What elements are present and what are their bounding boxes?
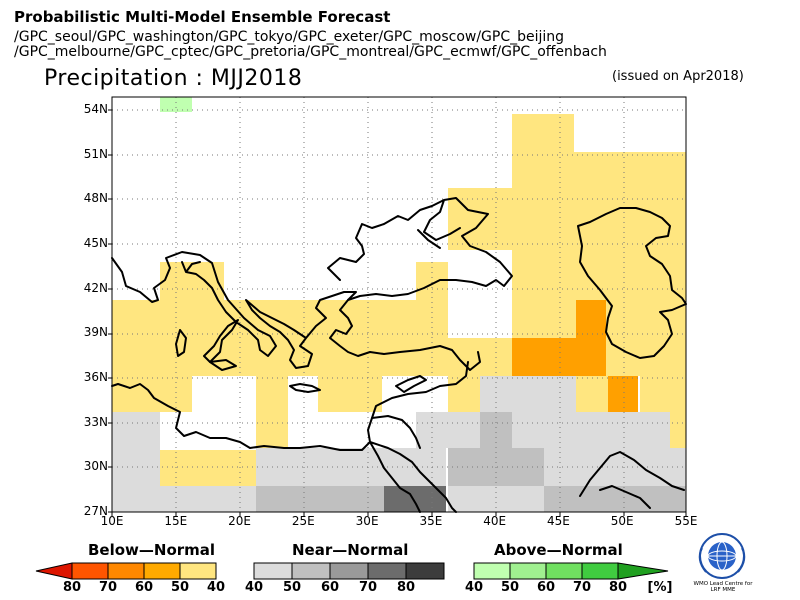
near-normal-40-cells	[112, 376, 686, 512]
longitude-label: 50E	[610, 514, 634, 528]
wmo-caption-line-1: WMO Lead Centre for	[693, 581, 753, 587]
legend-above-title: Above—Normal	[494, 541, 623, 559]
legend-above-60	[545, 562, 583, 580]
tercile-cells	[112, 97, 686, 512]
longitude-label: 30E	[355, 514, 379, 528]
sardinia	[175, 329, 187, 357]
latitude-label: 30N	[83, 459, 108, 474]
centres-line-1: /GPC_seoul/GPC_washington/GPC_tokyo/GPC_…	[14, 29, 565, 45]
legend-tick: 60	[134, 580, 154, 595]
legend-tick: 80	[608, 580, 628, 595]
axis-ticks	[108, 109, 687, 516]
latitude-label: 54N	[83, 102, 108, 116]
longitude-label: 15E	[164, 514, 188, 528]
legend-tick: 70	[98, 580, 118, 595]
legend-below-title: Below—Normal	[88, 541, 216, 559]
legend-near-bar	[253, 562, 445, 580]
legend-near-70	[367, 562, 407, 580]
legend-tick: 70	[358, 580, 378, 595]
crete	[289, 383, 321, 393]
longitude-label: 10E	[100, 514, 124, 528]
legend-below-bar	[35, 562, 217, 580]
legend-tick: 40	[464, 580, 484, 595]
latitude-label: 42N	[83, 280, 108, 295]
legend-above-50	[509, 562, 547, 580]
legend-unit: [%]	[647, 580, 673, 595]
legend-tick: 70	[572, 580, 592, 595]
cyprus	[395, 375, 427, 393]
black-sea-coast	[327, 197, 513, 301]
latitude-label: 45N	[83, 236, 108, 250]
map-title: Precipitation : MJJ2018	[44, 66, 303, 91]
latitude-label: 39N	[83, 325, 108, 340]
longitude-label: 45E	[547, 514, 570, 528]
legend-near-40	[253, 562, 293, 580]
wmo-logo-caption: WMO Lead Centre for LRF MME	[688, 581, 758, 593]
legend-tick: 50	[170, 580, 190, 595]
sicily	[209, 359, 237, 371]
legend-near-60	[329, 562, 369, 580]
latitude-label: 51N	[83, 146, 108, 161]
latitude-label: 33N	[83, 414, 108, 429]
latitude-label: 36N	[83, 370, 108, 384]
below-normal-50-cells	[512, 300, 638, 412]
legend-below-70	[71, 562, 109, 580]
legend-tick: 80	[396, 580, 416, 595]
european-coastline	[111, 251, 481, 371]
legend-above-bar	[473, 562, 669, 580]
near-normal-70-cells	[384, 486, 446, 512]
plot-frame	[111, 96, 687, 513]
longitude-label: 25E	[291, 514, 315, 528]
legend-tick: 80	[62, 580, 82, 595]
legend-tick: 60	[320, 580, 340, 595]
legend-below-40	[179, 562, 217, 580]
legend-below-50	[143, 562, 181, 580]
legend-near-80	[405, 562, 445, 580]
legend-near-50	[291, 562, 331, 580]
longitude-label: 55E	[674, 514, 698, 528]
legend-above-40	[473, 562, 511, 580]
issued-date: (issued on Apr2018)	[612, 69, 744, 84]
legend-tick: 60	[536, 580, 556, 595]
latitude-label: 27N	[83, 504, 108, 518]
latitude-label: 48N	[83, 191, 108, 206]
red-sea-gulf-coast	[369, 415, 685, 513]
legend-near-title: Near—Normal	[292, 541, 409, 559]
legend-tick: 50	[500, 580, 520, 595]
longitude-label: 20E	[228, 514, 251, 528]
above-normal-40-cells	[160, 97, 192, 112]
wmo-caption-line-2: LRF MME	[710, 587, 736, 593]
longitude-label: 35E	[419, 514, 443, 528]
centres-line-2: /GPC_melbourne/GPC_cptec/GPC_pretoria/GP…	[14, 44, 607, 60]
forecast-title: Probabilistic Multi-Model Ensemble Forec…	[14, 8, 391, 26]
legend-below-80	[35, 562, 73, 580]
longitude-label: 40E	[483, 514, 507, 528]
wmo-logo	[698, 533, 746, 579]
legend-above-80	[617, 562, 669, 580]
caspian-coast	[577, 207, 687, 359]
legend-tick: 40	[206, 580, 226, 595]
legend-tick: 40	[244, 580, 264, 595]
legend-below-60	[107, 562, 145, 580]
legend-above-70	[581, 562, 619, 580]
legend-tick: 50	[282, 580, 302, 595]
eastern-med-coast	[111, 361, 469, 451]
coastlines	[111, 197, 687, 513]
